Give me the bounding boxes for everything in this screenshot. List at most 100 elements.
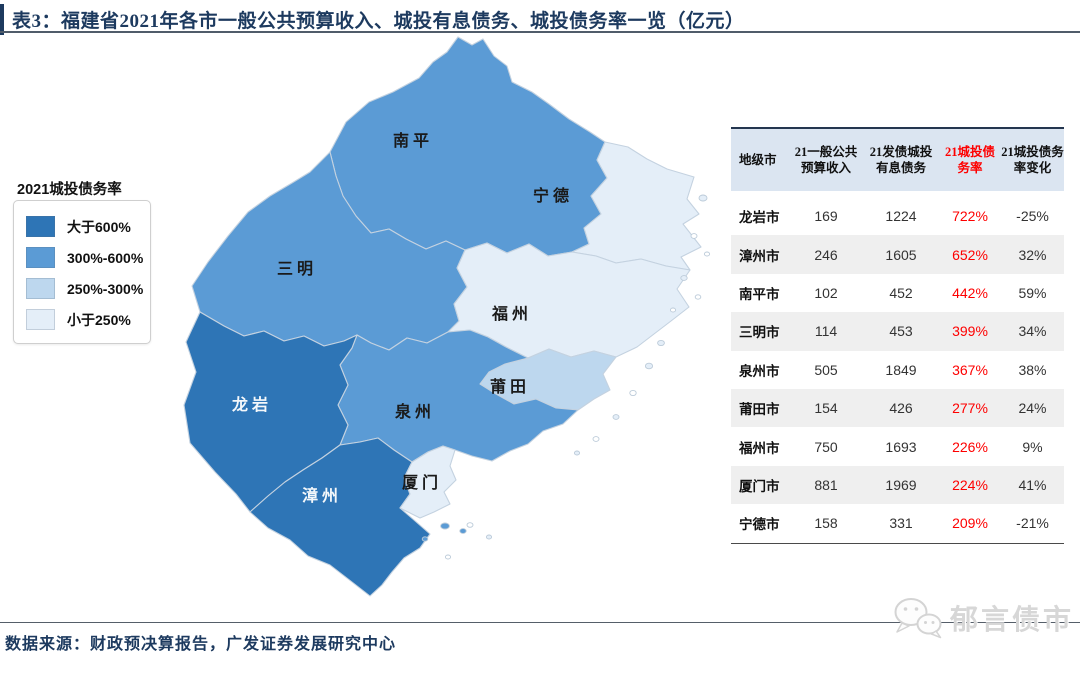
legend-item: 250%-300% [26, 278, 143, 299]
map-label-ningde: 宁德 [533, 186, 573, 205]
data-source: 数据来源：财政预决算报告，广发证券发展研究中心 [5, 636, 397, 653]
legend-item: 小于250% [26, 309, 138, 330]
column-header-revenue: 21一般公共 预算收入 [794, 144, 858, 175]
city-name-cell: 莆田市 [739, 402, 780, 418]
value-cell: 226% [952, 438, 988, 455]
value-cell: 1605 [885, 246, 917, 263]
map-legend: 大于600% 300%-600% 250%-300% 小于250% [13, 200, 151, 344]
map-label-xiamen: 厦门 [402, 473, 442, 492]
value-cell: 505 [814, 361, 838, 378]
legend-title: 2021城投债务率 [17, 182, 122, 198]
fujian-choropleth-map: 南平 宁德 三明 福州 莆田 泉州 龙岩 漳州 厦门 [183, 36, 711, 597]
value-cell: 41% [1018, 476, 1047, 493]
table-body: 龙岩市 169 1224 722% -25% 漳州市 246 1605 652% 32% 南平市 10… [731, 197, 1064, 543]
legend-label: 小于250% [67, 311, 131, 328]
column-header-change: 21城投债务 率变化 [1001, 144, 1064, 175]
value-cell: 158 [814, 515, 838, 532]
value-cell: 426 [889, 400, 913, 417]
city-name-cell: 漳州市 [739, 248, 780, 264]
column-header-ratio: 21城投债 务率 [944, 144, 995, 175]
value-cell: 114 [814, 323, 838, 340]
legend-swatch-medium [26, 247, 55, 268]
data-table: 地级市 21一般公共 预算收入 21发债城投 有息债务 21城投债 务率 21城投债务… [731, 127, 1064, 544]
map-region-xiamen [399, 445, 457, 519]
value-cell: 442% [952, 284, 988, 301]
footer-divider [0, 622, 1080, 623]
column-header-city: 地级市 [739, 152, 777, 167]
coastal-islands [421, 194, 711, 560]
value-cell: 652% [952, 246, 988, 263]
value-cell: 1693 [885, 438, 917, 455]
value-cell: -21% [1016, 515, 1049, 532]
map-label-putian: 莆田 [490, 377, 530, 396]
legend-swatch-light [26, 278, 55, 299]
title-divider [0, 31, 1080, 33]
map-label-zhangzhou: 漳州 [302, 486, 342, 505]
table-bottom-border [731, 542, 1064, 544]
value-cell: 9% [1022, 438, 1043, 455]
value-cell: 452 [889, 284, 913, 301]
legend-item: 大于600% [26, 216, 138, 237]
value-cell: 1969 [885, 476, 917, 493]
table-row: 福州市 750 1693 226% 9% [731, 427, 1064, 466]
value-cell: 1849 [885, 361, 917, 378]
legend-item: 300%-600% [26, 247, 143, 268]
legend-label: 大于600% [67, 218, 131, 235]
map-label-quanzhou: 泉州 [395, 402, 435, 421]
map-region-longyan [183, 311, 358, 513]
value-cell: 154 [814, 400, 838, 417]
value-cell: 453 [889, 323, 913, 340]
map-label-sanming: 三明 [277, 260, 317, 278]
value-cell: 38% [1018, 361, 1047, 378]
value-cell: 34% [1018, 323, 1047, 340]
value-cell: 246 [814, 246, 838, 263]
value-cell: 209% [952, 515, 988, 532]
value-cell: 399% [952, 323, 988, 340]
city-name-cell: 三明市 [739, 325, 780, 341]
city-name-cell: 福州市 [739, 440, 780, 456]
value-cell: 59% [1018, 284, 1047, 301]
map-label-nanping: 南平 [393, 131, 433, 150]
value-cell: 24% [1018, 400, 1047, 417]
value-cell: -25% [1016, 208, 1049, 225]
table-row: 南平市 102 452 442% 59% [731, 273, 1064, 313]
value-cell: 750 [814, 438, 838, 455]
city-name-cell: 龙岩市 [739, 210, 780, 226]
legend-label: 250%-300% [67, 280, 144, 297]
table-row: 泉州市 505 1849 367% 38% [731, 350, 1064, 389]
map-region-nanping [329, 36, 608, 257]
value-cell: 881 [814, 476, 838, 493]
watermark: 郁言债市 [892, 596, 1074, 640]
column-header-debt: 21发债城投 有息债务 [869, 144, 933, 175]
value-cell: 224% [952, 476, 988, 493]
table-header: 地级市 21一般公共 预算收入 21发债城投 有息债务 21城投债 务率 21城投债务… [731, 127, 1064, 191]
map-label-longyan: 龙岩 [231, 395, 272, 414]
city-name-cell: 南平市 [739, 286, 780, 302]
value-cell: 32% [1018, 246, 1047, 263]
table-row: 厦门市 881 1969 224% 41% [731, 465, 1064, 505]
legend-swatch-lightest [26, 309, 55, 330]
watermark-text: 郁言债市 [949, 605, 1074, 636]
city-name-cell: 宁德市 [739, 517, 780, 533]
table-row: 漳州市 246 1605 652% 32% [731, 235, 1064, 274]
legend-label: 300%-600% [67, 249, 144, 266]
value-cell: 722% [952, 208, 988, 225]
city-name-cell: 厦门市 [739, 478, 780, 494]
city-name-cell: 泉州市 [739, 363, 780, 379]
table-row: 宁德市 158 331 209% -21% [731, 504, 1064, 543]
table-row: 龙岩市 169 1224 722% -25% [731, 197, 1064, 236]
value-cell: 102 [814, 284, 838, 301]
legend-swatch-dark [26, 216, 55, 237]
value-cell: 1224 [885, 208, 917, 225]
value-cell: 277% [952, 400, 988, 417]
figure-title-bar: 表3：福建省2021年各市一般公共预算收入、城投有息债务、城投债务率一览（亿元） [0, 4, 1080, 35]
table-row: 莆田市 154 426 277% 24% [731, 388, 1064, 428]
value-cell: 331 [889, 515, 913, 532]
value-cell: 169 [814, 208, 838, 225]
value-cell: 367% [952, 361, 988, 378]
table-row: 三明市 114 453 399% 34% [731, 312, 1064, 351]
wechat-icon [894, 598, 942, 639]
map-label-fuzhou: 福州 [491, 304, 532, 323]
figure-title: 表3：福建省2021年各市一般公共预算收入、城投有息债务、城投债务率一览（亿元） [12, 11, 745, 32]
